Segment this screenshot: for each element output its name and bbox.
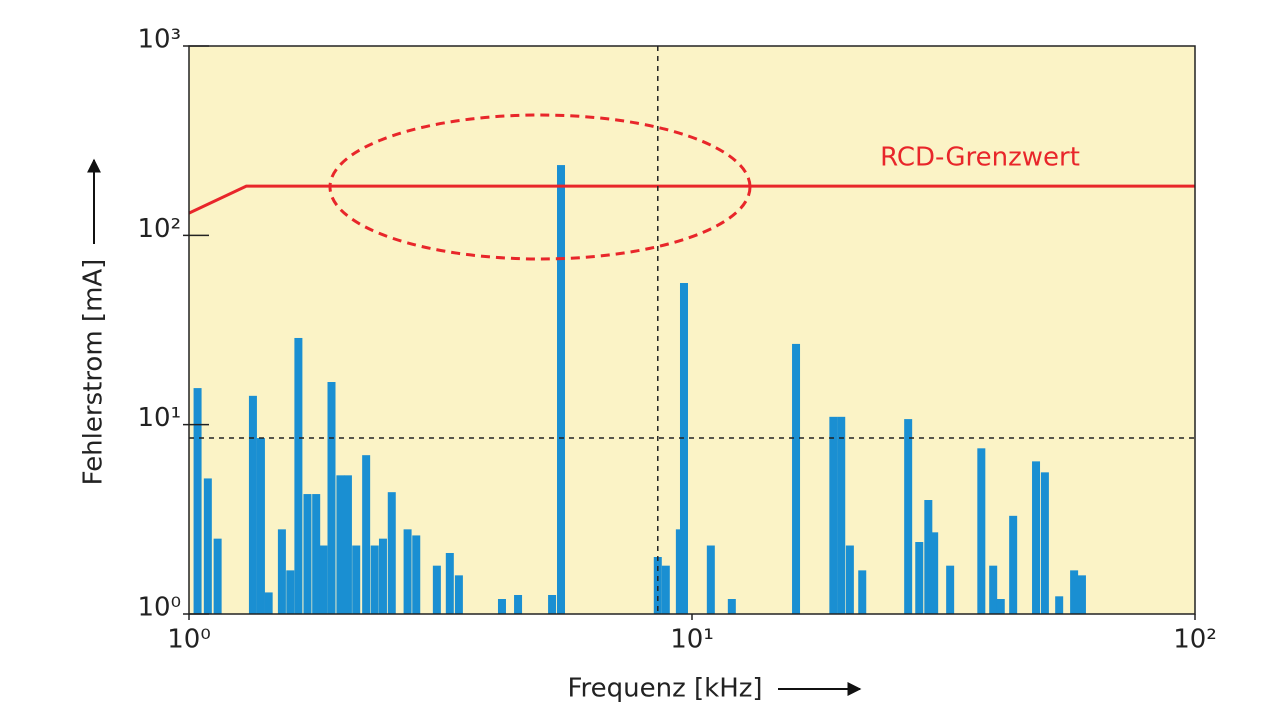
- y-tick-label: 10¹: [137, 403, 181, 433]
- bar: [327, 382, 336, 614]
- bar: [497, 599, 506, 614]
- bar: [403, 529, 412, 614]
- bar: [679, 283, 688, 614]
- bar: [286, 570, 295, 614]
- bar: [1077, 575, 1086, 614]
- bar: [213, 538, 222, 614]
- bar: [829, 416, 838, 614]
- bar: [1055, 596, 1064, 614]
- bar: [675, 529, 684, 614]
- bar: [557, 165, 566, 614]
- bar: [303, 494, 312, 614]
- bar: [837, 416, 846, 614]
- bar: [653, 557, 662, 614]
- bar: [387, 492, 396, 614]
- bar: [336, 475, 345, 614]
- bar: [193, 388, 202, 614]
- bar: [706, 545, 715, 614]
- bar: [845, 545, 854, 614]
- x-tick-label: 10¹: [670, 625, 714, 655]
- bar: [248, 395, 257, 614]
- y-axis-label: Fehlerstrom [mA]: [79, 259, 109, 486]
- limit-line: [188, 184, 1195, 215]
- y-tick-label: 10⁰: [137, 593, 181, 623]
- y-tick-label: 10²: [137, 214, 181, 244]
- bar: [264, 592, 273, 614]
- x-axis-label: Frequenz [kHz]: [567, 674, 762, 704]
- bar: [1040, 472, 1049, 614]
- bar: [858, 570, 867, 614]
- bar: [312, 494, 321, 614]
- bar: [445, 552, 454, 614]
- bar: [370, 545, 379, 614]
- plot-area: [189, 46, 1195, 614]
- bar: [203, 478, 212, 614]
- bar: [548, 594, 557, 614]
- bar: [319, 545, 328, 614]
- bar: [904, 419, 913, 614]
- bar: [294, 337, 303, 614]
- x-tick-label: 10²: [1173, 625, 1217, 655]
- bar: [946, 565, 955, 614]
- bar: [930, 532, 939, 614]
- bar: [727, 599, 736, 614]
- bar: [378, 538, 387, 614]
- bar: [1009, 515, 1018, 614]
- bar: [977, 448, 986, 614]
- bar: [661, 565, 670, 614]
- y-tick-label: 10³: [137, 25, 181, 55]
- bar: [1032, 461, 1041, 614]
- bar: [915, 542, 924, 614]
- x-tick-label: 10⁰: [167, 625, 211, 655]
- bar: [514, 594, 523, 614]
- bar: [352, 545, 361, 614]
- bar: [792, 343, 801, 614]
- line-label: RCD-Grenzwert: [880, 143, 1080, 173]
- bar: [996, 599, 1005, 614]
- bar: [412, 535, 421, 614]
- bar: [362, 455, 371, 614]
- bar: [989, 565, 998, 614]
- bar: [432, 565, 441, 614]
- bar: [256, 438, 265, 614]
- bar: [343, 475, 352, 614]
- highlight-ellipse: [328, 113, 752, 261]
- bar: [924, 500, 933, 614]
- bar: [454, 575, 463, 614]
- bar: [277, 529, 286, 614]
- bar: [1070, 570, 1079, 614]
